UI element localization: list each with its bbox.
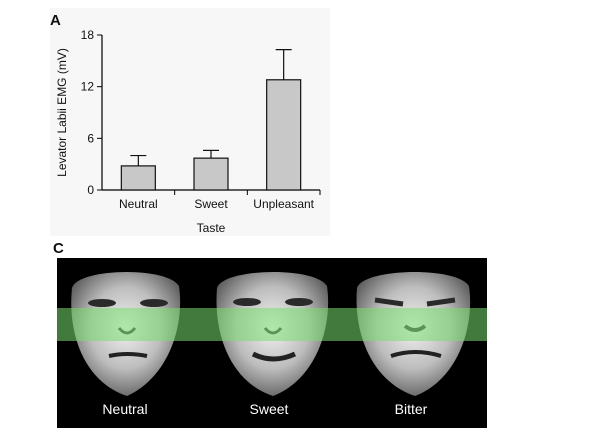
panel-letter-a: A: [50, 12, 61, 29]
green-highlight-band: [57, 308, 487, 341]
face-label-sweet: Sweet: [249, 401, 289, 417]
x-tick-label-sweet: Sweet: [194, 197, 228, 211]
chart-panel: A 0 6 12 18 Neutral Sweet Unpleasant Taste Levat…: [50, 8, 330, 236]
y-tick-label-0: 0: [87, 183, 94, 197]
face-label-bitter: Bitter: [394, 401, 428, 417]
bar-neutral: [120, 165, 156, 191]
y-tick-label-1: 6: [87, 131, 94, 145]
y-tick-label-3: 18: [81, 28, 95, 42]
panel-letter-c: C: [53, 240, 64, 257]
bar-unpleasant: [266, 79, 302, 191]
x-tick-label-unpleasant: Unpleasant: [253, 197, 314, 211]
y-tick-label-2: 12: [81, 80, 95, 94]
faces-image-panel: Neutral Sweet Bitter: [57, 258, 487, 428]
x-tick-label-neutral: Neutral: [119, 197, 158, 211]
y-axis-label: Levator Labii EMG (mV): [55, 48, 69, 177]
face-label-neutral: Neutral: [102, 401, 148, 417]
bar-chart: 0 6 12 18 Neutral Sweet Unpleasant Taste Levator…: [55, 28, 321, 235]
bar-sweet: [193, 157, 229, 191]
x-axis-label: Taste: [197, 221, 226, 235]
